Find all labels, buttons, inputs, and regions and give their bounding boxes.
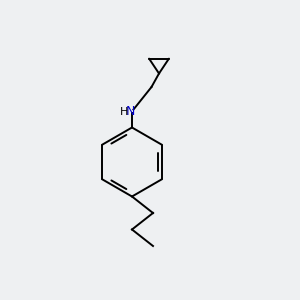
Text: N: N xyxy=(126,105,135,118)
Text: H: H xyxy=(119,106,128,117)
